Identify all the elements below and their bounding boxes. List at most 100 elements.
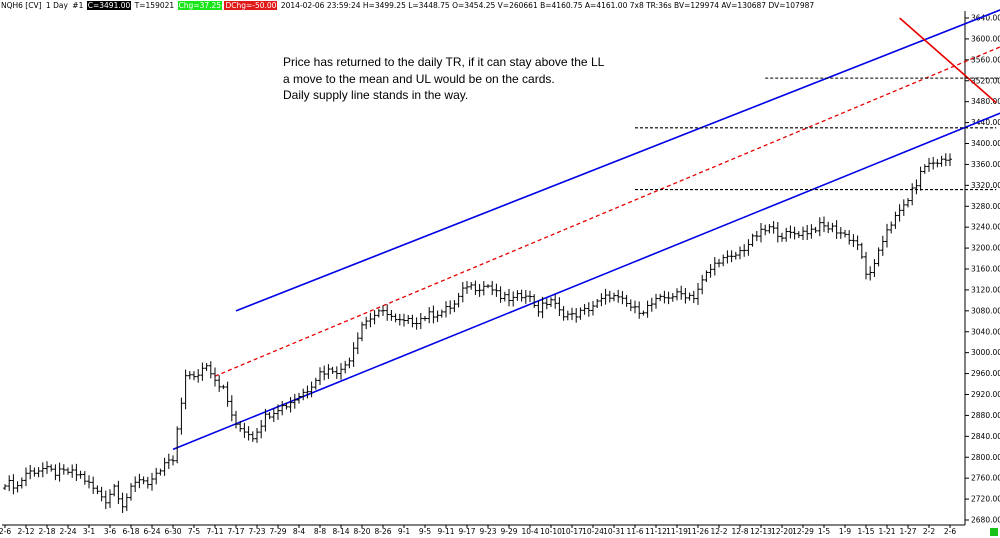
ohlc-bar xyxy=(95,485,100,495)
ohlc-bar xyxy=(70,464,75,478)
ohlc-bar xyxy=(385,304,390,321)
ohlc-bar xyxy=(351,342,356,367)
ohlc-bar xyxy=(372,310,377,325)
ohlc-bar xyxy=(192,371,196,381)
ohlc-bar xyxy=(280,400,285,416)
ohlc-bar xyxy=(796,231,801,239)
ohlc-bar xyxy=(45,461,49,474)
ohlc-bar xyxy=(889,221,894,234)
ohlc-bar xyxy=(313,377,318,390)
ohlc-bar xyxy=(87,475,91,489)
ohlc-bar xyxy=(784,227,789,242)
price-tick-label: 3200.00 xyxy=(971,244,1000,253)
ohlc-bar xyxy=(633,300,637,314)
ohlc-bar xyxy=(733,251,738,260)
ohlc-bar xyxy=(196,369,201,383)
daily-change-value: DChg=-50.00 xyxy=(224,1,278,10)
ohlc-bar xyxy=(427,307,432,324)
ohlc-bar xyxy=(40,462,45,478)
ohlc-bar xyxy=(885,223,889,248)
ohlc-bar xyxy=(32,467,37,477)
time-tick-label: 1-15 xyxy=(857,527,874,536)
time-tick-label: 1-27 xyxy=(899,527,916,536)
ohlc-bar xyxy=(834,220,839,239)
ohlc-bar xyxy=(826,221,831,234)
ohlc-bar xyxy=(948,153,952,167)
ohlc-bar xyxy=(830,222,835,233)
supply-line xyxy=(899,17,997,104)
price-tick-label: 3440.00 xyxy=(971,118,1000,127)
time-tick-label: 3-6 xyxy=(104,527,116,536)
ohlc-bar xyxy=(242,422,247,438)
ohlc-bar xyxy=(528,290,532,303)
price-tick-label: 3280.00 xyxy=(971,202,1000,211)
time-tick-label: 6-30 xyxy=(164,527,181,536)
ohlc-bar xyxy=(847,230,852,245)
price-tick-label: 3480.00 xyxy=(971,97,1000,106)
ohlc-bar xyxy=(271,408,276,423)
time-tick-label: 2-2 xyxy=(923,527,935,536)
ohlc-bar xyxy=(876,247,881,267)
time-tick-label: 8-14 xyxy=(332,527,349,536)
upper-channel-line xyxy=(235,9,1000,312)
ohlc-bar xyxy=(679,285,684,300)
ohlc-bar xyxy=(549,297,553,307)
price-tick-label: 2680.00 xyxy=(971,516,1000,525)
time-tick-label: 7-23 xyxy=(248,527,265,536)
ohlc-bar xyxy=(103,490,108,510)
time-tick-label: 11-26 xyxy=(687,527,709,536)
time-tick-label: 2-18 xyxy=(38,527,55,536)
ohlc-bar xyxy=(141,476,146,485)
period-label: 1 Day xyxy=(45,1,68,10)
ohlc-bar xyxy=(780,232,784,242)
ohlc-bar xyxy=(217,375,222,392)
ohlc-bar xyxy=(309,381,314,398)
ohlc-bar xyxy=(700,274,705,295)
ohlc-bar xyxy=(683,288,688,304)
time-tick-label: 12-20 xyxy=(771,527,793,536)
ohlc-bar xyxy=(838,227,843,239)
annotation-line: Daily supply line stands in the way. xyxy=(283,88,469,102)
ohlc-bar xyxy=(481,281,486,296)
ohlc-bar xyxy=(712,256,717,276)
ohlc-bar xyxy=(641,310,646,316)
ohlc-bar xyxy=(553,294,558,309)
ohlc-bar xyxy=(595,299,600,309)
mean-line xyxy=(214,46,1000,377)
ohlc-bar xyxy=(204,363,209,371)
ohlc-bar xyxy=(175,426,180,464)
ohlc-bar xyxy=(918,166,923,191)
ohlc-bar xyxy=(28,464,33,480)
ohlc-bar xyxy=(19,477,24,489)
ohlc-bar xyxy=(297,392,301,404)
ohlc-bar xyxy=(414,317,419,330)
time-tick-label: 8-20 xyxy=(353,527,370,536)
ohlc-bar xyxy=(473,280,478,295)
time-tick-label: 2-12 xyxy=(17,527,34,536)
ohlc-bar xyxy=(91,476,96,494)
time-tick-label: 10-17 xyxy=(561,527,583,536)
ohlc-bar xyxy=(259,419,264,439)
ohlc-bar xyxy=(927,157,931,172)
time-tick-label: 10-4 xyxy=(521,527,538,536)
price-tick-label: 2960.00 xyxy=(971,369,1000,378)
ohlc-bar xyxy=(507,288,511,307)
ohlc-bar xyxy=(897,204,902,222)
time-tick-label: 7-5 xyxy=(188,527,200,536)
price-tick-label: 2760.00 xyxy=(971,474,1000,483)
time-tick-label: 6-18 xyxy=(122,527,139,536)
chart-annotation: Price has returned to the daily TR, if i… xyxy=(283,54,623,104)
ohlc-bar xyxy=(238,421,243,432)
time-tick-label: 9-11 xyxy=(437,527,454,536)
ohlc-bar xyxy=(389,310,394,321)
ohlc-bar xyxy=(628,299,633,312)
ohlc-bar xyxy=(124,493,129,512)
ohlc-bar xyxy=(15,481,20,493)
ohlc-bar xyxy=(3,484,7,490)
ohlc-bar xyxy=(347,357,352,369)
ohlc-bar xyxy=(637,301,642,319)
ohlc-bar xyxy=(460,282,465,303)
price-tick-label: 2840.00 xyxy=(971,432,1000,441)
time-tick-label: 9-5 xyxy=(419,527,431,536)
